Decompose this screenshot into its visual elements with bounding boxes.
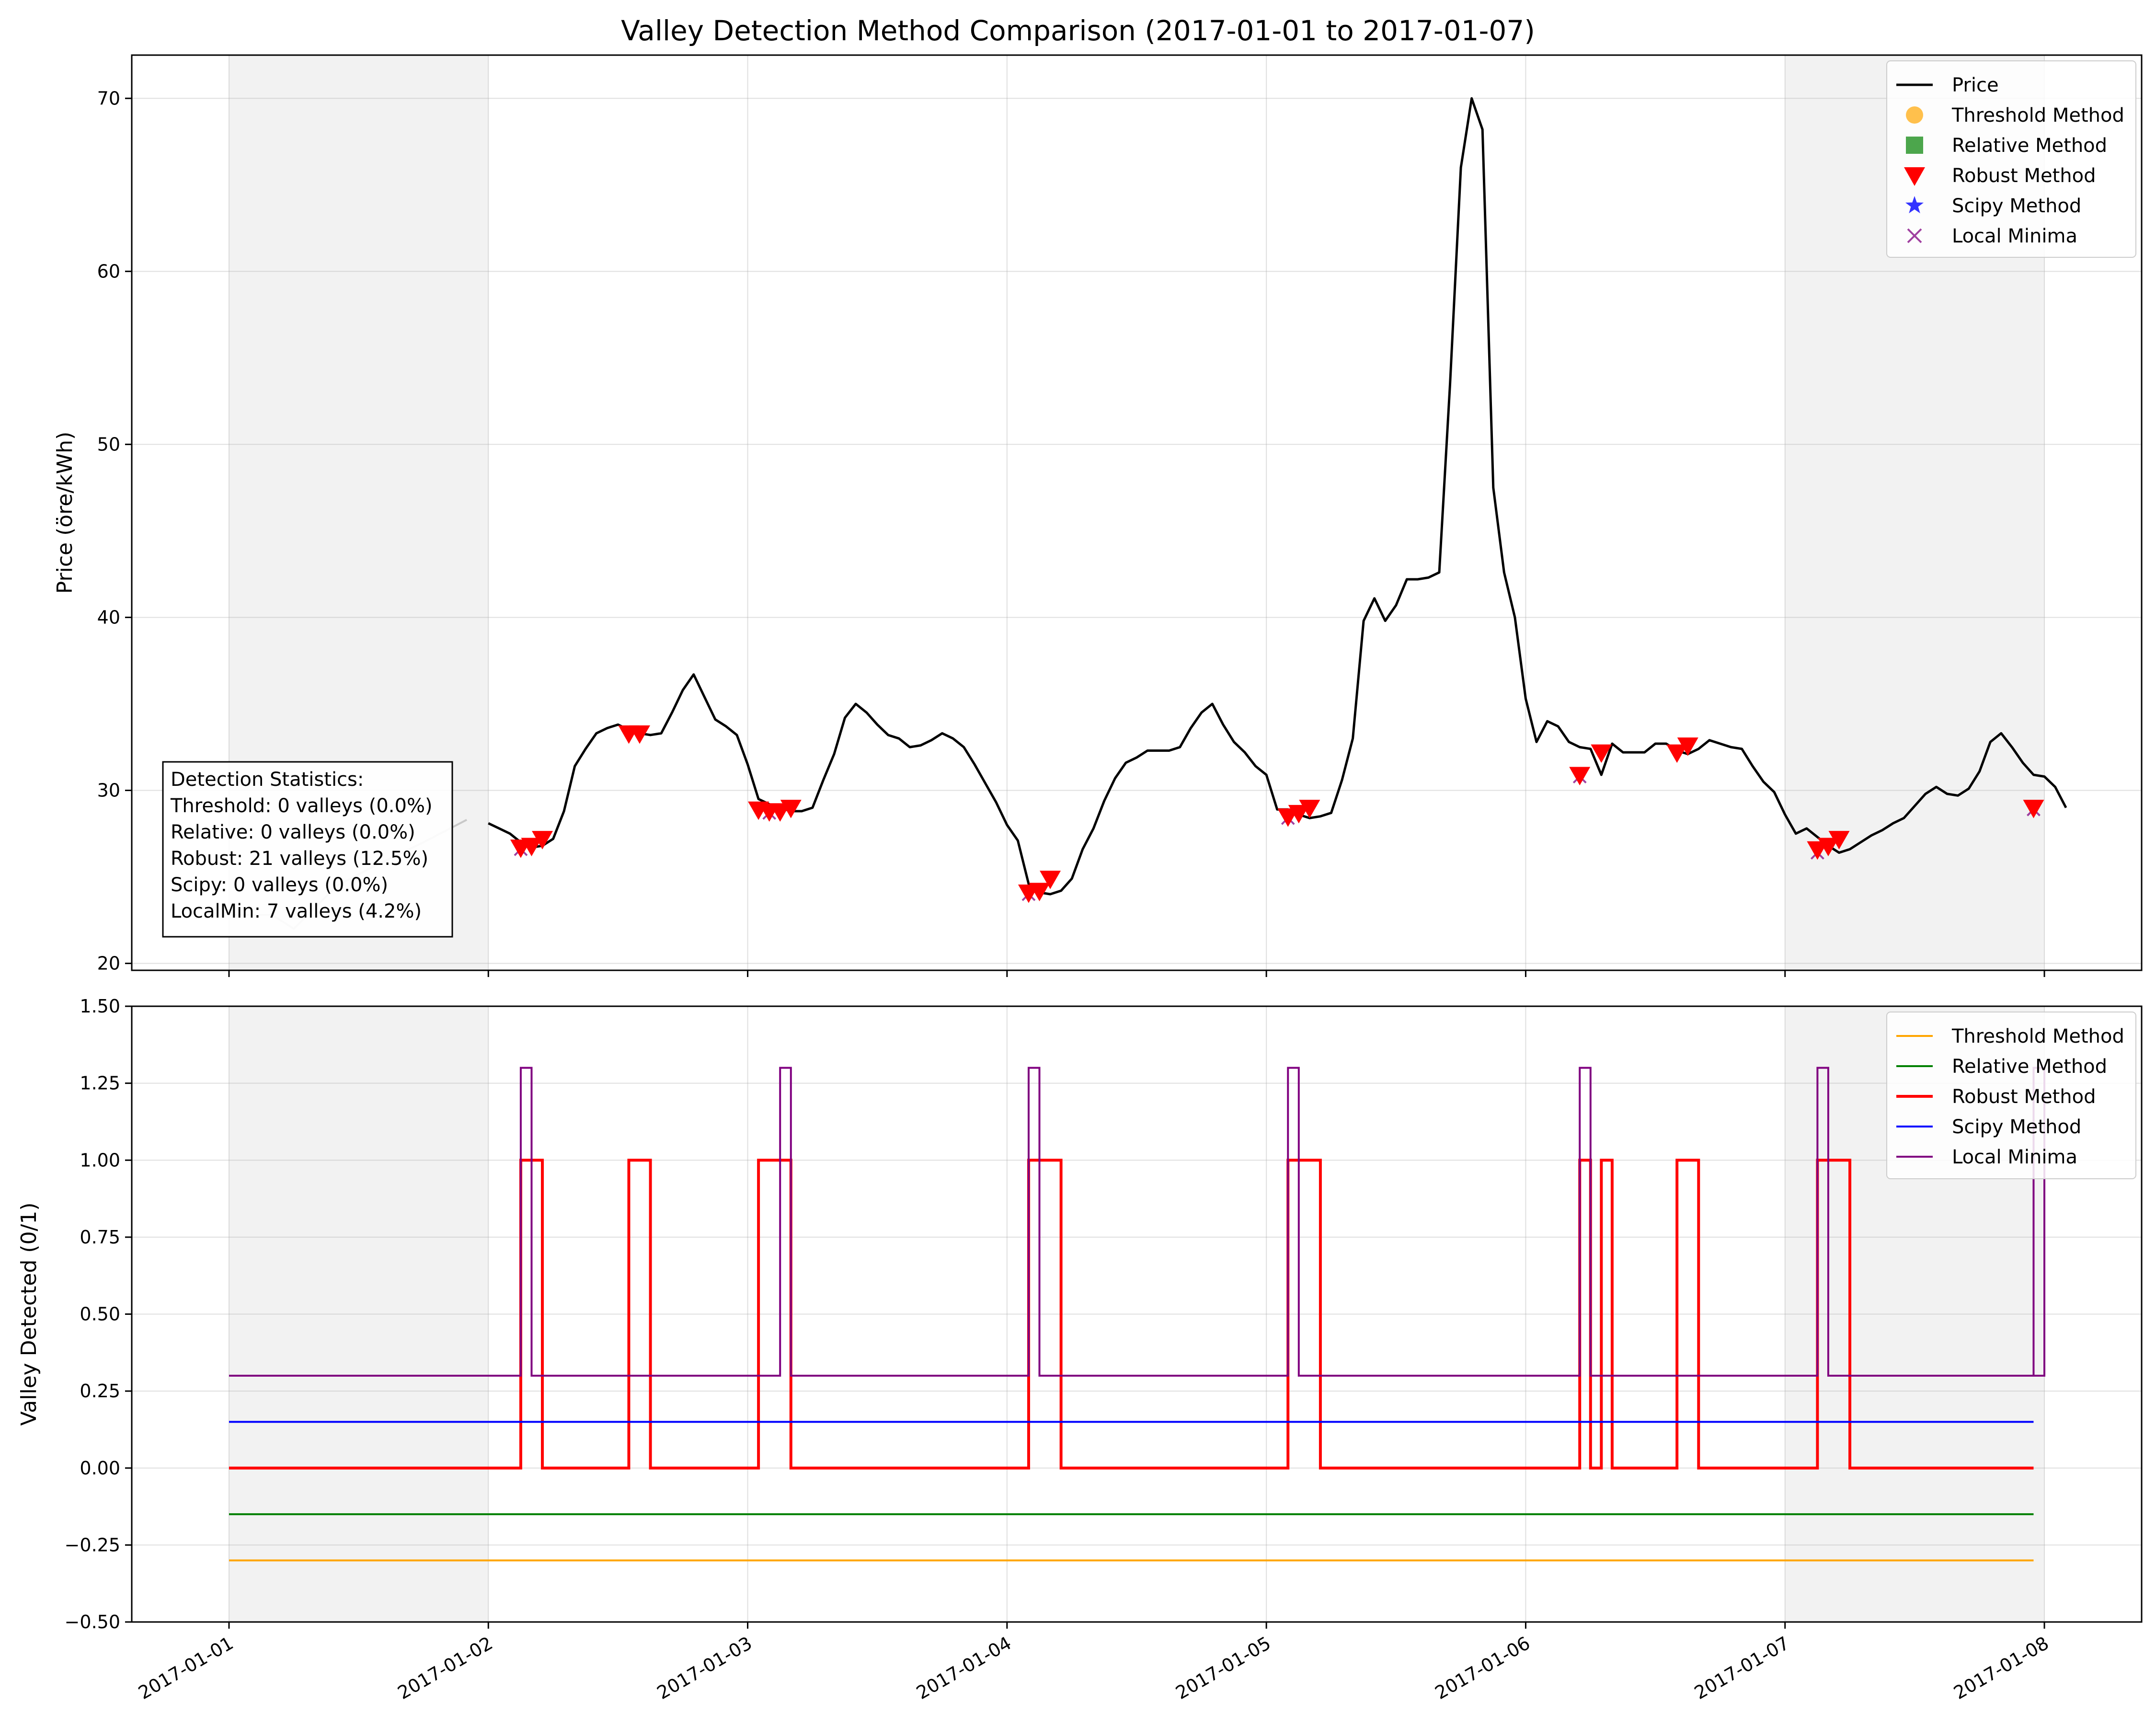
plot-frame: [131, 1005, 2143, 1623]
robust-valley-marker: [1299, 800, 1320, 818]
grid-lines: [132, 55, 2142, 970]
detection-step-line: [229, 1067, 2046, 1377]
plot-frame: [131, 54, 2143, 971]
legend-label: Scipy Method: [1952, 1116, 2081, 1138]
robust-valley-marker: [1288, 805, 1309, 824]
robust-valley-marker: [2023, 800, 2044, 818]
robust-valley-marker: [1569, 767, 1591, 786]
legend-box: [1886, 1012, 2136, 1179]
y-axis-ticks: 20 30 40 50 60 70: [97, 88, 132, 974]
stats-line: Detection Statistics:: [171, 769, 364, 791]
robust-valley-marker: [532, 831, 553, 850]
x-tick-label: 2017-01-03: [654, 1633, 756, 1704]
weekend-shading: [229, 1006, 2045, 1622]
price-panel: 20 30 40 50 60 70 Price (öre/kWh) Price Thresh…: [53, 54, 2143, 977]
robust-valley-marker: [1040, 871, 1061, 889]
legend-label: Robust Method: [1952, 1086, 2096, 1108]
stats-line: Robust: 21 valleys (12.5%): [171, 848, 428, 870]
robust-valley-marker: [521, 838, 542, 857]
legend-label: Robust Method: [1952, 165, 2096, 187]
price-line: [488, 97, 2067, 896]
x-tick-label: 2017-01-01: [135, 1633, 237, 1704]
x-tick-label: 2017-01-02: [394, 1633, 496, 1704]
stats-line: Relative: 0 valleys (0.0%): [171, 821, 415, 843]
stats-line: Scipy: 0 valleys (0.0%): [171, 874, 388, 896]
legend-label: Price: [1952, 74, 1999, 96]
x-tick-label: 2017-01-04: [913, 1633, 1015, 1704]
robust-valley-marker: [1817, 838, 1839, 857]
legend-swatch: [1906, 106, 1923, 124]
weekend-shade: [229, 1006, 489, 1622]
y-tick-label: 60: [97, 261, 120, 282]
x-axis-ticks: [228, 970, 2045, 977]
detection-series: [229, 1067, 2046, 1562]
legend-swatch: [1907, 228, 1922, 243]
y-tick-label: 0.75: [80, 1227, 120, 1248]
legend-label: Relative Method: [1952, 1056, 2107, 1078]
x-tick-label: 2017-01-07: [1691, 1633, 1793, 1704]
stats-line: LocalMin: 7 valleys (4.2%): [171, 900, 422, 922]
detection-panel: −0.50 −0.25 0.00 0.25 0.50 0.75 1.00 1.25 1.50 2…: [17, 996, 2143, 1704]
y-tick-label: 1.25: [80, 1073, 120, 1094]
x-tick-label: 2017-01-05: [1172, 1633, 1274, 1704]
robust-valley-marker: [1828, 831, 1850, 850]
legend-label: Relative Method: [1952, 135, 2107, 157]
y-axis-label: Price (öre/kWh): [53, 432, 77, 594]
y-tick-label: 50: [97, 434, 120, 455]
y-tick-label: 30: [97, 780, 120, 801]
y-tick-label: −0.50: [65, 1611, 120, 1633]
legend: Threshold Method Relative Method Robust Me…: [1886, 1012, 2136, 1179]
valley-markers: [510, 725, 2044, 903]
legend-label: Threshold Method: [1951, 1025, 2124, 1047]
y-tick-label: 40: [97, 607, 120, 628]
robust-valley-marker: [780, 800, 802, 818]
weekend-shading: [229, 55, 2045, 970]
legend-swatch: [1906, 137, 1923, 154]
y-tick-label: 20: [97, 953, 120, 974]
y-tick-label: −0.25: [65, 1534, 120, 1555]
legend-label: Local Minima: [1952, 1146, 2077, 1168]
stats-line: Threshold: 0 valleys (0.0%): [170, 795, 433, 817]
legend-box: [1886, 60, 2136, 258]
y-axis-ticks: −0.50 −0.25 0.00 0.25 0.50 0.75 1.00 1.25 1.50: [65, 996, 132, 1633]
detection-step-line: [229, 1159, 2034, 1470]
y-tick-label: 1.00: [80, 1150, 120, 1171]
stats-box-frame: [162, 761, 453, 938]
legend-swatch: [1904, 167, 1925, 186]
x-tick-label: 2017-01-06: [1432, 1633, 1534, 1704]
y-tick-label: 1.50: [80, 996, 120, 1017]
robust-valley-marker: [1591, 744, 1612, 763]
y-axis-label: Valley Detected (0/1): [17, 1202, 41, 1426]
y-tick-label: 0.00: [80, 1458, 120, 1479]
legend-label: Threshold Method: [1951, 104, 2124, 126]
legend-label: Local Minima: [1952, 225, 2077, 247]
detection-statistics-box: Detection Statistics: Threshold: 0 valley…: [162, 761, 453, 938]
x-axis-ticks: 2017-01-01 2017-01-02 2017-01-03 2017-01-04…: [135, 1622, 2053, 1704]
chart-title: Valley Detection Method Comparison (2017…: [621, 14, 1535, 47]
y-tick-label: 0.50: [80, 1304, 120, 1325]
robust-valley-marker: [1029, 883, 1050, 901]
legend-label: Scipy Method: [1952, 195, 2081, 217]
robust-valley-marker: [629, 725, 651, 744]
legend: Price Threshold Method Relative Method Robu…: [1886, 60, 2136, 258]
y-tick-label: 70: [97, 88, 120, 109]
robust-valley-marker: [1666, 744, 1688, 763]
legend-swatch: [1905, 196, 1924, 214]
y-tick-label: 0.25: [80, 1380, 120, 1402]
robust-valley-marker: [1677, 737, 1698, 756]
x-tick-label: 2017-01-08: [1950, 1633, 2052, 1704]
